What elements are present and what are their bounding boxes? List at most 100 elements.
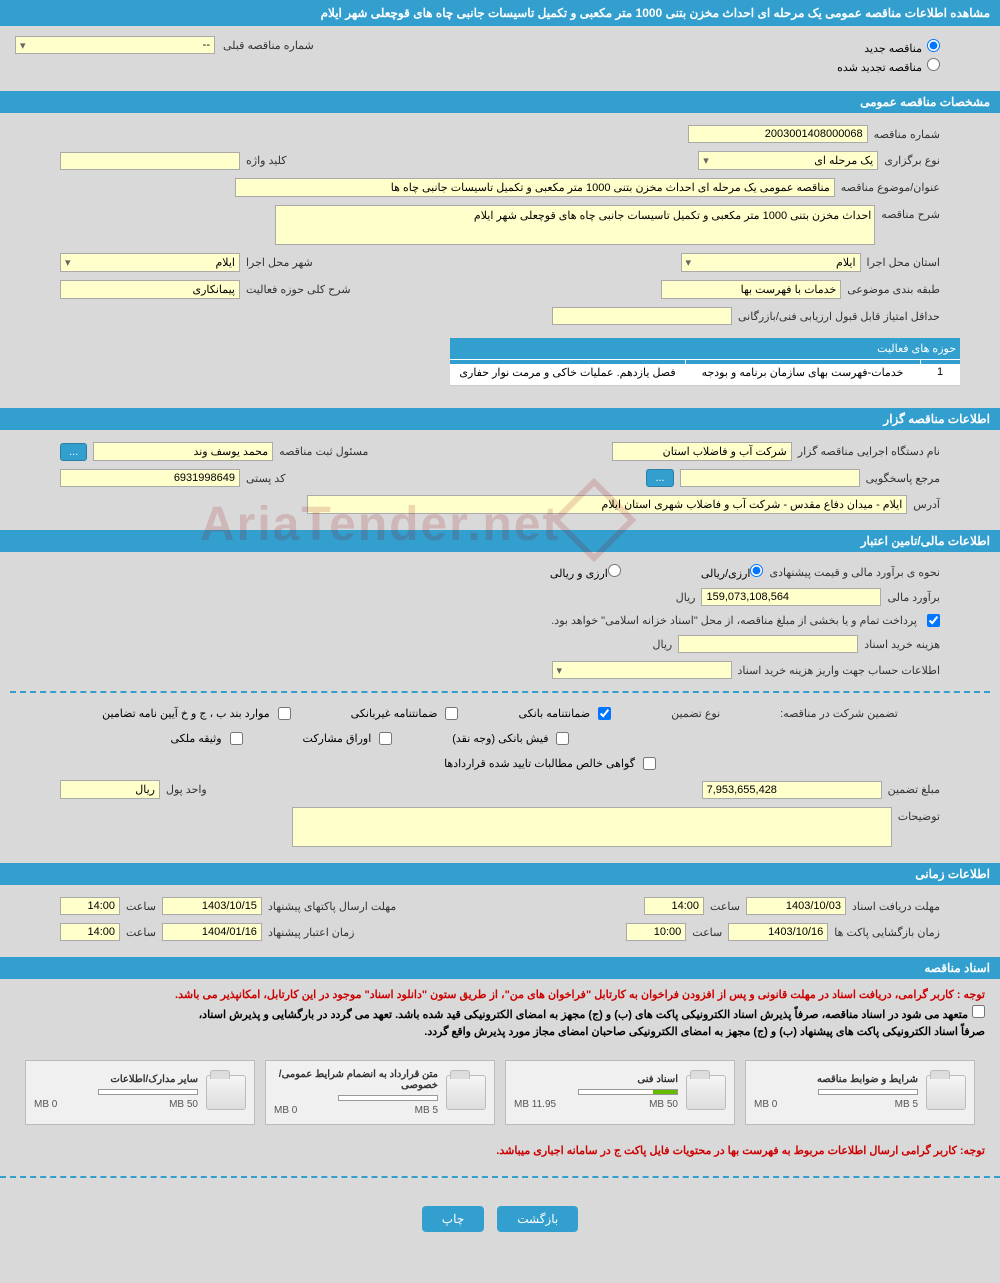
validity-time-input[interactable]: 14:00 xyxy=(60,923,120,941)
postal-input[interactable]: 6931998649 xyxy=(60,469,240,487)
file-card-conditions[interactable]: شرایط و ضوابط مناقصه 5 MB0 MB xyxy=(745,1060,975,1125)
category-label: طبقه بندی موضوعی xyxy=(847,283,940,296)
radio-new-label: مناقصه جدید xyxy=(864,43,922,55)
cb-bylaw[interactable] xyxy=(278,707,291,720)
radio-renewed-tender[interactable]: مناقصه تجدید شده xyxy=(10,58,940,74)
responder-label: مرجع پاسخگویی xyxy=(866,472,940,485)
keyword-input[interactable] xyxy=(60,152,240,170)
file-title: اسناد فنی xyxy=(514,1074,678,1085)
print-button[interactable]: چاپ xyxy=(422,1206,484,1232)
notice-2a: متعهد می شود در اسناد مناقصه، صرفاً پذیر… xyxy=(15,1005,985,1025)
validity-label: زمان اعتبار پیشنهاد xyxy=(268,926,355,939)
remarks-label: توضیحات xyxy=(898,810,940,823)
min-score-input[interactable] xyxy=(552,307,732,325)
cb-property[interactable] xyxy=(230,732,243,745)
min-score-label: حداقل امتیاز قابل قبول ارزیابی فنی/بازرگ… xyxy=(738,310,940,323)
responder-input[interactable] xyxy=(680,469,860,487)
section-issuer-header: اطلاعات مناقصه گزار xyxy=(0,408,1000,430)
cb-bankslip[interactable] xyxy=(556,732,569,745)
cb-nonbank[interactable] xyxy=(445,707,458,720)
address-input[interactable]: ایلام - میدان دفاع مقدس - شرکت آب و فاضل… xyxy=(307,495,907,514)
send-deadline-input[interactable]: 1403/10/15 xyxy=(162,897,262,915)
activity-table: ردیف طبقه بندی موضوعی حوزه فعالیت − حوزه… xyxy=(450,339,960,386)
folder-icon xyxy=(206,1075,246,1110)
folder-icon xyxy=(926,1075,966,1110)
currency-unit-label: واحد پول xyxy=(166,783,207,796)
treasury-checkbox[interactable] xyxy=(927,614,940,627)
validity-date-input[interactable]: 1404/01/16 xyxy=(162,923,262,941)
separator xyxy=(0,1176,1000,1178)
agency-label: نام دستگاه اجرایی مناقصه گزار xyxy=(798,445,940,458)
section-time-header: اطلاعات زمانی xyxy=(0,863,1000,885)
tender-type-radios: مناقصه جدید مناقصه تجدید شده شماره مناقص… xyxy=(0,26,1000,87)
back-button[interactable]: بازگشت xyxy=(497,1206,578,1232)
receive-time-input[interactable]: 14:00 xyxy=(644,897,704,915)
province-select[interactable]: ایلام xyxy=(681,253,861,272)
open-time-input[interactable]: 10:00 xyxy=(626,923,686,941)
agency-input[interactable]: شرکت آب و فاضلاب استان xyxy=(612,442,792,461)
file-title: شرایط و ضوابط مناقصه xyxy=(754,1074,918,1085)
separator xyxy=(10,691,990,693)
radio-renew-label: مناقصه تجدید شده xyxy=(837,62,922,74)
responder-more-button[interactable]: ... xyxy=(646,469,673,487)
prev-tender-select[interactable]: -- xyxy=(15,36,215,54)
holding-type-select[interactable]: یک مرحله ای xyxy=(698,151,878,170)
tender-no-label: شماره مناقصه xyxy=(874,128,940,141)
section-financial-header: اطلاعات مالی/تامین اعتبار xyxy=(0,530,1000,552)
folder-icon xyxy=(686,1075,726,1110)
open-label: زمان بازگشایی پاکت ها xyxy=(834,926,940,939)
category-input[interactable]: خدمات با فهرست بها xyxy=(661,280,841,299)
activity-table-title: حوزه های فعالیت xyxy=(877,343,956,355)
city-label: شهر محل اجرا xyxy=(246,256,313,269)
receive-deadline-input[interactable]: 1403/10/03 xyxy=(746,897,846,915)
address-label: آدرس xyxy=(913,498,940,511)
province-label: استان محل اجرا xyxy=(867,256,940,269)
city-select[interactable]: ایلام xyxy=(60,253,240,272)
receive-deadline-label: مهلت دریافت اسناد xyxy=(852,900,940,913)
responsible-label: مسئول ثبت مناقصه xyxy=(279,445,368,458)
treasury-note: پرداخت تمام و یا بخشی از مبلغ مناقصه، از… xyxy=(551,614,917,627)
prev-tender-label: شماره مناقصه قبلی xyxy=(223,39,314,52)
subject-input[interactable]: مناقصه عمومی یک مرحله ای احداث مخزن بتنی… xyxy=(235,178,835,197)
tender-no-input[interactable]: 2003001408000068 xyxy=(688,125,868,143)
cb-bonds[interactable] xyxy=(379,732,392,745)
keyword-label: کلید واژه xyxy=(246,154,286,167)
file-card-technical[interactable]: اسناد فنی 50 MB11.95 MB xyxy=(505,1060,735,1125)
estimate-input[interactable]: 159,073,108,564 xyxy=(701,588,881,606)
currency-unit-input[interactable]: ریال xyxy=(60,780,160,799)
file-title: متن قرارداد به انضمام شرایط عمومی/خصوصی xyxy=(274,1069,438,1091)
estimate-method-label: نحوه ی برآورد مالی و قیمت پیشنهادی xyxy=(769,566,940,579)
desc-label: شرح مناقصه xyxy=(881,208,940,221)
guarantee-amount-label: مبلغ تضمین xyxy=(888,783,940,796)
doc-fee-label: هزینه خرید اسناد xyxy=(864,638,940,651)
guarantee-type-label: نوع تضمین xyxy=(671,707,720,720)
radio-both[interactable]: ارزی و ریالی xyxy=(550,568,621,580)
folder-icon xyxy=(446,1075,486,1110)
responsible-input[interactable]: محمد یوسف وند xyxy=(93,442,273,461)
doc-fee-input[interactable] xyxy=(678,635,858,653)
guarantee-header: تضمین شرکت در مناقصه: xyxy=(780,707,898,720)
send-time-input[interactable]: 14:00 xyxy=(60,897,120,915)
account-info-label: اطلاعات حساب جهت واریز هزینه خرید اسناد xyxy=(738,664,940,677)
cb-certified[interactable] xyxy=(643,757,656,770)
section-general-header: مشخصات مناقصه عمومی xyxy=(0,91,1000,113)
notice-3: توجه: کاربر گرامی ارسال اطلاعات مربوط به… xyxy=(15,1143,985,1161)
activity-desc-label: شرح کلی حوزه فعالیت xyxy=(246,283,351,296)
file-card-contract[interactable]: متن قرارداد به انضمام شرایط عمومی/خصوصی … xyxy=(265,1060,495,1125)
activity-desc-input[interactable]: پیمانکاری xyxy=(60,280,240,299)
notice-1: توجه : کاربر گرامی، دریافت اسناد در مهلت… xyxy=(15,987,985,1005)
responsible-more-button[interactable]: ... xyxy=(60,443,87,461)
guarantee-amount-input[interactable]: 7,953,655,428 xyxy=(702,781,882,799)
commit-checkbox[interactable] xyxy=(972,1005,985,1018)
cb-bank[interactable] xyxy=(598,707,611,720)
radio-rial[interactable]: ارزی/ریالی xyxy=(701,564,764,580)
account-info-select[interactable] xyxy=(552,661,732,679)
estimate-label: برآورد مالی xyxy=(887,591,940,604)
file-card-other[interactable]: سایر مدارک/اطلاعات 50 MB0 MB xyxy=(25,1060,255,1125)
file-title: سایر مدارک/اطلاعات xyxy=(34,1074,198,1085)
currency-label: ریال xyxy=(676,591,696,604)
section-docs-header: اسناد مناقصه xyxy=(0,957,1000,979)
open-date-input[interactable]: 1403/10/16 xyxy=(728,923,828,941)
desc-textarea[interactable]: احداث مخزن بتنی 1000 متر مکعبی و تکمیل ت… xyxy=(275,205,875,245)
remarks-textarea[interactable] xyxy=(292,807,892,847)
